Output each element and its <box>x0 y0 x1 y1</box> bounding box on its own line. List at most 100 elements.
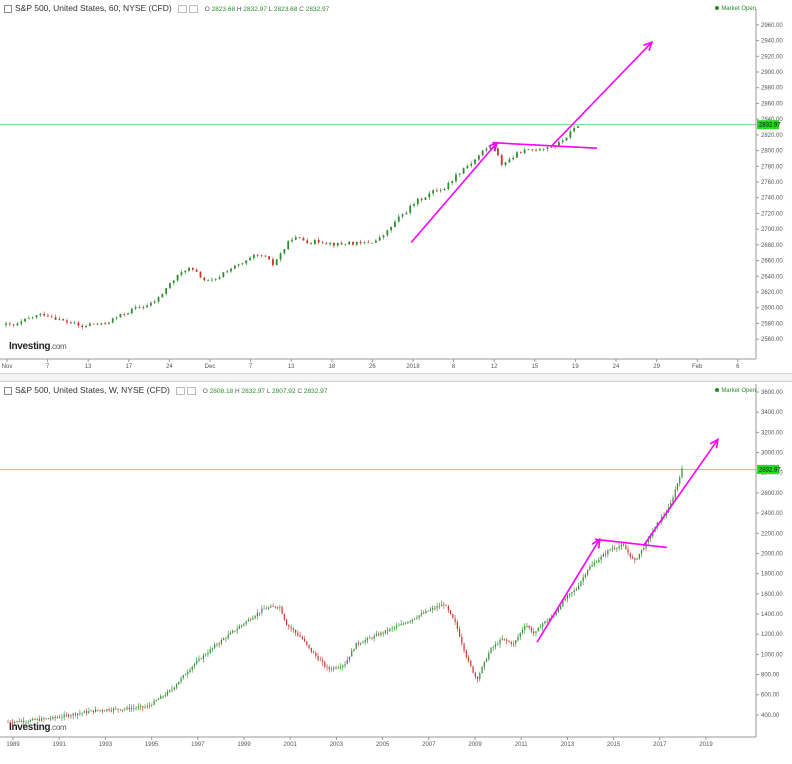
hourly-chart-canvas[interactable]: 2560.00 2580.00 2600.00 2620.00 2640.00 2660.… <box>0 0 792 373</box>
weekly-chart-panel: 400.00 600.00 800.00 1000.00 1200.00 1400.00 1… <box>0 381 792 764</box>
candle-body <box>70 715 72 717</box>
candle-body <box>416 617 418 619</box>
y-tick-label: 2900.00 <box>761 70 783 76</box>
candle-body <box>229 632 232 635</box>
candle-body <box>396 625 398 628</box>
candle-body <box>287 241 290 250</box>
candle-body <box>335 667 337 669</box>
candle-body <box>561 140 564 142</box>
collapse-icon[interactable] <box>4 4 12 13</box>
candle-body <box>153 700 155 705</box>
candle-body <box>198 658 200 661</box>
x-tick-label: 1997 <box>191 742 205 748</box>
candle-body <box>88 711 90 713</box>
candle-body <box>38 719 41 721</box>
candle-body <box>634 558 636 560</box>
candle-body <box>589 566 591 570</box>
candle-body <box>366 638 369 641</box>
candle-body <box>96 323 99 325</box>
candle-body <box>250 619 252 621</box>
candle-body <box>112 708 115 711</box>
candle-body <box>420 613 422 616</box>
candle-body <box>16 720 18 722</box>
candle-body <box>127 313 129 315</box>
candle-body <box>363 242 366 244</box>
candle-body <box>321 660 324 663</box>
candle-body <box>638 553 640 559</box>
candle-body <box>591 564 593 567</box>
candle-body <box>679 477 681 484</box>
candle-body <box>531 149 534 151</box>
candle-body <box>337 667 339 669</box>
candle-body <box>571 592 573 594</box>
candle-body <box>494 644 497 647</box>
candle-body <box>387 630 389 632</box>
candle-body <box>449 610 452 614</box>
candle-body <box>548 618 551 621</box>
candle-body <box>297 632 299 636</box>
candle-body <box>378 634 380 636</box>
candle-body <box>27 721 29 723</box>
candle-body <box>340 243 343 245</box>
candle-body <box>56 717 59 719</box>
candle-body <box>325 243 328 245</box>
y-tick-label: 2720.00 <box>761 211 783 217</box>
candle-body <box>577 126 579 128</box>
investing-logo: Investing.com <box>9 722 67 733</box>
candle-body <box>321 242 324 244</box>
candle-body <box>100 323 103 325</box>
x-tick-label: 2001 <box>284 742 298 748</box>
candle-body <box>313 239 316 245</box>
y-tick-label: 2680.00 <box>761 243 783 249</box>
x-tick-label: 6 <box>736 364 740 370</box>
candle-body <box>20 720 23 722</box>
candle-body <box>315 652 317 657</box>
candle-body <box>569 593 571 596</box>
candle-body <box>336 243 339 246</box>
candle-body <box>166 691 169 695</box>
candle-body <box>401 214 404 217</box>
candle-body <box>160 696 162 699</box>
hourly-ohlc: O 2823.68 H 2832.97 L 2823.68 C 2832.97 <box>204 6 330 13</box>
settings-icon[interactable] <box>175 386 185 395</box>
y-tick-label: 800.00 <box>761 673 780 679</box>
visibility-icon[interactable] <box>186 386 196 395</box>
candle-body <box>310 243 312 245</box>
candle-body <box>631 556 634 559</box>
candle-body <box>602 554 604 557</box>
candle-body <box>88 323 91 326</box>
candle-body <box>384 630 387 634</box>
visibility-icon[interactable] <box>188 4 198 13</box>
candle-body <box>584 574 586 578</box>
candle-body <box>312 651 315 653</box>
candle-body <box>465 650 467 658</box>
candle-body <box>625 545 627 550</box>
candle-body <box>41 718 43 721</box>
candle-body <box>77 713 79 716</box>
candle-body <box>35 315 38 318</box>
candle-body <box>523 149 526 154</box>
candle-body <box>352 241 354 245</box>
candle-body <box>25 721 27 723</box>
candle-body <box>245 621 247 624</box>
candle-body <box>319 659 321 661</box>
candle-body <box>54 317 57 320</box>
candle-body <box>66 320 68 323</box>
collapse-icon[interactable] <box>4 386 12 395</box>
candle-body <box>151 704 153 706</box>
candle-body <box>180 678 182 682</box>
candle-body <box>420 198 423 200</box>
candle-body <box>32 719 34 721</box>
candle-body <box>218 277 221 279</box>
x-tick-label: Dec <box>205 364 216 370</box>
candle-body <box>357 642 360 644</box>
candle-body <box>133 708 135 709</box>
settings-icon[interactable] <box>177 4 187 13</box>
candle-body <box>306 240 309 244</box>
candle-body <box>306 641 308 645</box>
market-open-icon <box>715 388 720 393</box>
candle-body <box>39 313 42 316</box>
candle-body <box>202 655 205 659</box>
candle-body <box>493 146 496 149</box>
weekly-chart-canvas[interactable]: 400.00 600.00 800.00 1000.00 1200.00 1400.00 1… <box>0 382 792 764</box>
